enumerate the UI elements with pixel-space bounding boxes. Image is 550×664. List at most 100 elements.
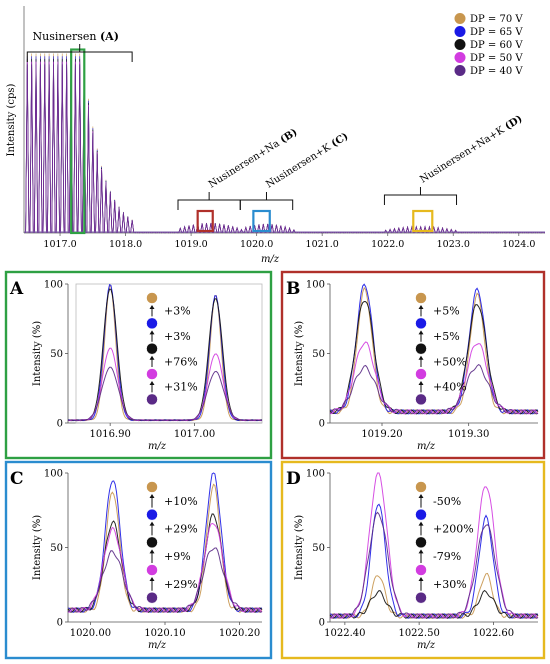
panel-frame-B bbox=[280, 270, 546, 460]
ladder-arrowhead bbox=[149, 355, 155, 360]
x-tick-label: 1024.0 bbox=[502, 239, 535, 250]
ladder-dot-4 bbox=[415, 393, 427, 406]
x-tick-label: 1022.0 bbox=[371, 239, 404, 250]
ladder-change-label: +10% bbox=[164, 495, 198, 508]
ladder-change-label: +200% bbox=[433, 523, 474, 536]
panel-y-tick-label: 50 bbox=[50, 543, 63, 554]
x-tick-label: 1017.0 bbox=[43, 239, 76, 250]
highlight-box-A bbox=[70, 48, 86, 235]
panel-x-tick-label: 1022.40 bbox=[324, 628, 365, 639]
ladder-arrowhead bbox=[149, 381, 155, 386]
ladder-dot-0 bbox=[146, 481, 158, 493]
legend-marker-0 bbox=[454, 13, 466, 24]
ladder-change-label: +5% bbox=[433, 305, 460, 318]
panel-x-tick-label: 1017.00 bbox=[174, 429, 215, 440]
ladder-arrowhead bbox=[418, 305, 424, 309]
ladder-arrowhead bbox=[418, 521, 424, 526]
x-tick-label: 1023.0 bbox=[437, 239, 470, 250]
panel-x-label: m/z bbox=[148, 441, 167, 452]
panel-inner-frame bbox=[75, 283, 263, 424]
panel-y-tick-label: 100 bbox=[306, 280, 325, 291]
ladder-arrowhead bbox=[418, 355, 424, 360]
ladder-dot-4 bbox=[415, 591, 427, 604]
ladder-change-label: +30% bbox=[433, 578, 467, 591]
ladder-change-label: +3% bbox=[164, 305, 191, 318]
panel-x-tick-label: 1022.60 bbox=[473, 628, 514, 639]
ladder-arrowhead bbox=[149, 494, 155, 498]
ladder-change-label: +9% bbox=[164, 550, 191, 563]
ladder-arrowhead bbox=[418, 381, 424, 386]
ladder-arrowhead bbox=[418, 549, 424, 554]
panel-x-label: m/z bbox=[417, 441, 436, 452]
panel-series-4 bbox=[67, 547, 263, 613]
panel-y-tick-label: 50 bbox=[312, 543, 325, 554]
ladder-dot-4 bbox=[146, 393, 158, 406]
highlight-box-D bbox=[412, 209, 434, 233]
ladder-dot-1 bbox=[146, 508, 158, 521]
legend-marker-1 bbox=[454, 26, 466, 37]
ladder-change-label: +76% bbox=[164, 355, 198, 368]
ladder-change-label: +5% bbox=[433, 330, 460, 343]
ladder-dot-0 bbox=[146, 292, 158, 304]
panel-y-tick-label: 50 bbox=[50, 349, 63, 360]
panel-y-tick-label: 50 bbox=[312, 349, 325, 360]
legend-label-1: DP = 65 V bbox=[470, 27, 523, 38]
group-label-A: Nusinersen (A) bbox=[32, 30, 118, 43]
ladder-dot-2 bbox=[415, 536, 427, 549]
zoom-panels: A 0 50 100 1016.90 1017.00 Intensity (%) m/z +3%… bbox=[4, 270, 546, 660]
legend-label-4: DP = 40 V bbox=[470, 66, 523, 77]
ladder-arrowhead bbox=[149, 549, 155, 554]
panel-x-tick-label: 1020.20 bbox=[219, 628, 260, 639]
panel-x-tick-label: 1019.20 bbox=[361, 429, 402, 440]
panel-letter-A: A bbox=[9, 279, 24, 299]
x-tick-label: 1020.0 bbox=[240, 239, 273, 250]
panel-frame-D bbox=[280, 460, 546, 660]
ladder-change-label: -79% bbox=[433, 550, 461, 563]
ladder-change-label: +31% bbox=[164, 381, 198, 394]
panel-y-tick-label: 0 bbox=[57, 618, 63, 629]
ladder-change-label: +40% bbox=[433, 381, 467, 394]
ladder-arrowhead bbox=[149, 305, 155, 309]
x-axis-label: m/z bbox=[261, 254, 280, 265]
panel-y-label: Intensity (%) bbox=[32, 515, 43, 580]
x-tick-label: 1021.0 bbox=[306, 239, 339, 250]
group-tag-A: (A) bbox=[100, 30, 119, 43]
panel-series-2 bbox=[329, 300, 539, 415]
y-axis-label: Intensity (cps) bbox=[6, 83, 17, 156]
ladder-change-label: -50% bbox=[433, 495, 461, 508]
legend-marker-4 bbox=[454, 65, 466, 76]
panel-letter-C: C bbox=[10, 469, 24, 489]
ladder-dot-2 bbox=[146, 536, 158, 549]
panel-x-tick-label: 1019.30 bbox=[448, 429, 489, 440]
panel-series-4 bbox=[329, 364, 539, 415]
panel-x-tick-label: 1020.10 bbox=[144, 628, 185, 639]
ladder-dot-2 bbox=[146, 342, 158, 355]
panel-frame-A bbox=[4, 270, 273, 460]
panel-B: B 0 50 100 1019.20 1019.30 Intensity (%) m/z +5%… bbox=[280, 270, 546, 460]
panel-series-4 bbox=[67, 366, 263, 422]
panel-x-tick-label: 1020.00 bbox=[70, 628, 111, 639]
panel-A: A 0 50 100 1016.90 1017.00 Intensity (%) m/z +3%… bbox=[4, 270, 273, 460]
legend-label-3: DP = 50 V bbox=[470, 53, 523, 64]
panel-y-label: Intensity (%) bbox=[294, 321, 305, 386]
ladder-change-label: +29% bbox=[164, 578, 198, 591]
ladder-dot-3 bbox=[146, 564, 158, 576]
panel-y-tick-label: 100 bbox=[44, 280, 63, 291]
panel-letter-B: B bbox=[286, 279, 300, 299]
panel-D: D 0 50 100 1022.40 1022.50 1022.60 Intensity (%… bbox=[280, 460, 546, 660]
panel-y-tick-label: 0 bbox=[319, 618, 325, 629]
ladder-arrowhead bbox=[418, 330, 424, 335]
highlight-box-C bbox=[252, 209, 271, 233]
legend-marker-3 bbox=[454, 52, 466, 63]
panel-y-tick-label: 0 bbox=[57, 419, 63, 430]
legend-label-2: DP = 60 V bbox=[470, 40, 523, 51]
panel-series-1 bbox=[329, 283, 539, 415]
panel-series-4 bbox=[329, 511, 539, 619]
panel-frame-C bbox=[4, 460, 273, 660]
panel-y-label: Intensity (%) bbox=[32, 321, 43, 386]
panel-x-tick-label: 1016.90 bbox=[89, 429, 130, 440]
panel-y-tick-label: 100 bbox=[306, 469, 325, 480]
panel-x-label: m/z bbox=[417, 640, 436, 651]
highlight-box-B bbox=[196, 209, 214, 233]
